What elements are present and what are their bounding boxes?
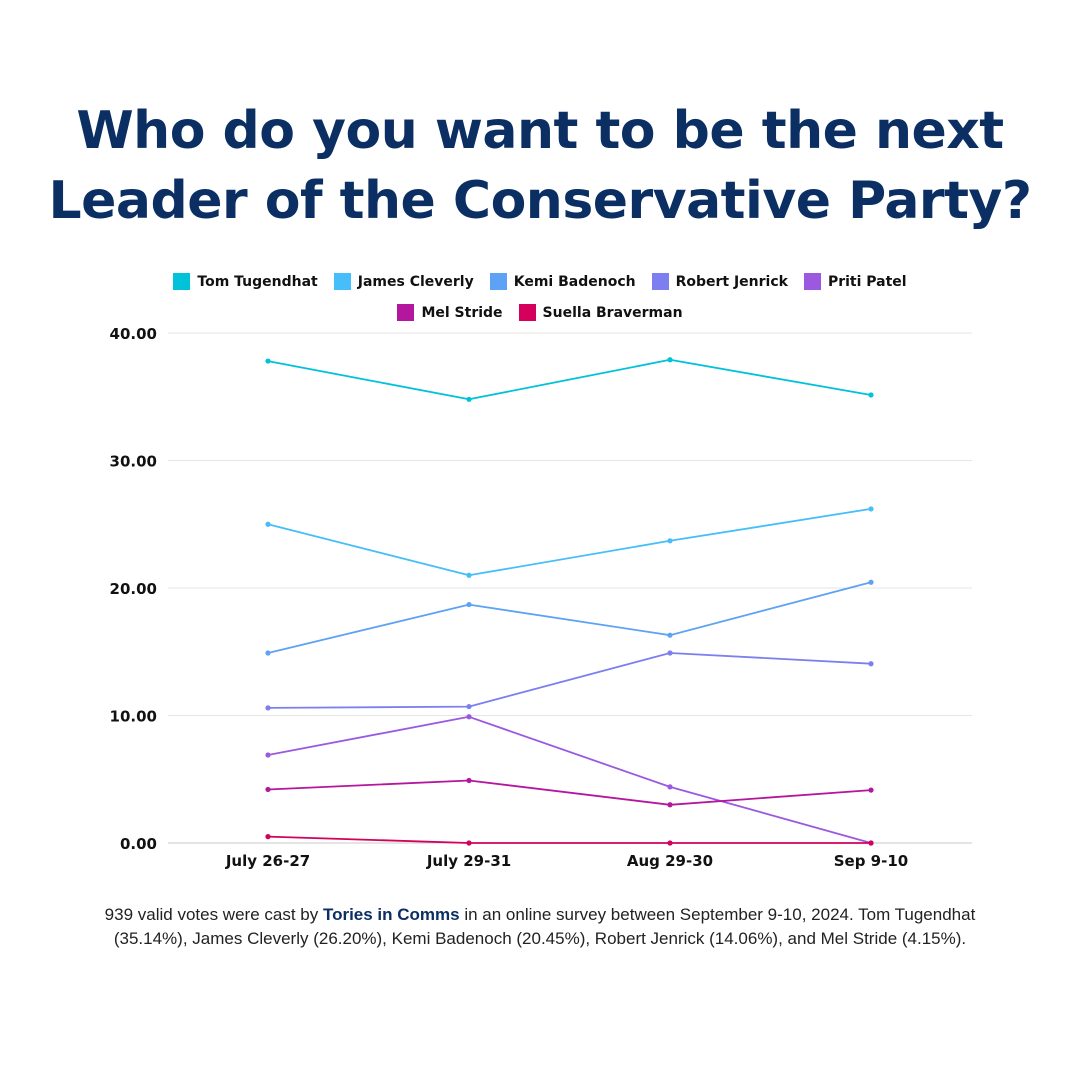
caption-brand-name: Tories in Comms xyxy=(322,905,460,924)
chart-caption: 939 valid votes were cast by Tories in C… xyxy=(100,903,980,951)
data-point-kemi-badenoch xyxy=(868,579,874,585)
chart-legend: Tom Tugendhat James Cleverly Kemi Badenoch… xyxy=(150,272,930,322)
data-point-suella-braverman xyxy=(466,840,472,846)
series-line-tom-tugendhat xyxy=(267,358,872,401)
data-point-mel-stride xyxy=(667,802,673,808)
legend-swatch xyxy=(173,273,191,290)
data-point-suella-braverman xyxy=(667,840,673,846)
data-point-kemi-badenoch xyxy=(265,650,271,656)
legend-label: Suella Braverman xyxy=(542,304,683,321)
legend-swatch xyxy=(489,273,507,290)
data-point-robert-jenrick xyxy=(265,705,271,711)
data-point-james-cleverly xyxy=(868,506,874,512)
legend-label: Tom Tugendhat xyxy=(197,273,318,290)
legend-swatch xyxy=(651,273,669,290)
legend-item: Suella Braverman xyxy=(518,303,683,322)
legend-item: Mel Stride xyxy=(397,303,503,322)
data-point-james-cleverly xyxy=(466,572,472,578)
data-point-robert-jenrick xyxy=(868,661,874,667)
y-tick-label: 10.00 xyxy=(110,708,157,726)
y-tick-label: 40.00 xyxy=(110,325,157,343)
series-line-mel-stride xyxy=(267,779,872,806)
x-tick-label: July 26-27 xyxy=(225,852,310,870)
caption-text-end: in an online survey between September 9-… xyxy=(113,905,976,948)
series-line-robert-jenrick xyxy=(267,652,872,709)
legend-swatch xyxy=(518,304,536,321)
legend-swatch xyxy=(333,273,351,290)
y-tick-label: 30.00 xyxy=(110,453,157,471)
legend-label: James Cleverly xyxy=(357,273,474,290)
legend-item: Tom Tugendhat xyxy=(173,272,318,291)
legend-swatch xyxy=(397,304,415,321)
legend-label: Robert Jenrick xyxy=(675,273,788,290)
data-point-suella-braverman xyxy=(868,840,874,846)
x-tick-label: Aug 29-30 xyxy=(627,852,713,870)
y-tick-label: 0.00 xyxy=(120,835,157,853)
data-point-robert-jenrick xyxy=(667,650,673,656)
series-line-suella-braverman xyxy=(267,835,871,844)
legend-label: Priti Patel xyxy=(827,273,907,290)
data-point-tom-tugendhat xyxy=(265,358,271,364)
data-point-mel-stride xyxy=(466,777,472,784)
data-point-kemi-badenoch xyxy=(466,601,472,608)
caption-text-start: 939 valid votes were cast by xyxy=(104,905,323,924)
legend-item: Priti Patel xyxy=(803,272,907,291)
series-line-kemi-badenoch xyxy=(267,581,872,654)
legend-swatch xyxy=(803,273,821,290)
data-point-suella-braverman xyxy=(265,834,271,840)
legend-item: Robert Jenrick xyxy=(651,272,788,291)
chart-title: Who do you want to be the next Leader of… xyxy=(0,96,1080,236)
x-tick-label: Sep 9-10 xyxy=(834,852,908,870)
data-point-priti-patel xyxy=(466,714,472,720)
series-line-james-cleverly xyxy=(267,508,872,577)
data-point-tom-tugendhat xyxy=(667,357,673,363)
data-point-james-cleverly xyxy=(265,521,271,527)
data-point-kemi-badenoch xyxy=(667,632,673,638)
data-point-tom-tugendhat xyxy=(868,392,874,398)
chart-title-line-2: Leader of the Conservative Party? xyxy=(48,171,1032,231)
legend-item: Kemi Badenoch xyxy=(489,272,636,291)
data-point-james-cleverly xyxy=(667,538,673,544)
legend-item: James Cleverly xyxy=(333,272,474,291)
legend-label: Mel Stride xyxy=(421,304,503,321)
data-point-priti-patel xyxy=(667,784,673,790)
data-point-mel-stride xyxy=(868,787,874,793)
data-point-mel-stride xyxy=(265,786,271,793)
series-line-priti-patel xyxy=(267,715,872,844)
x-tick-label: July 29-31 xyxy=(426,852,511,870)
data-point-tom-tugendhat xyxy=(466,396,472,402)
data-point-priti-patel xyxy=(265,752,271,758)
data-point-robert-jenrick xyxy=(466,703,472,710)
legend-label: Kemi Badenoch xyxy=(513,273,636,290)
y-tick-label: 20.00 xyxy=(110,580,157,598)
chart-title-line-1: Who do you want to be the next xyxy=(76,101,1004,161)
